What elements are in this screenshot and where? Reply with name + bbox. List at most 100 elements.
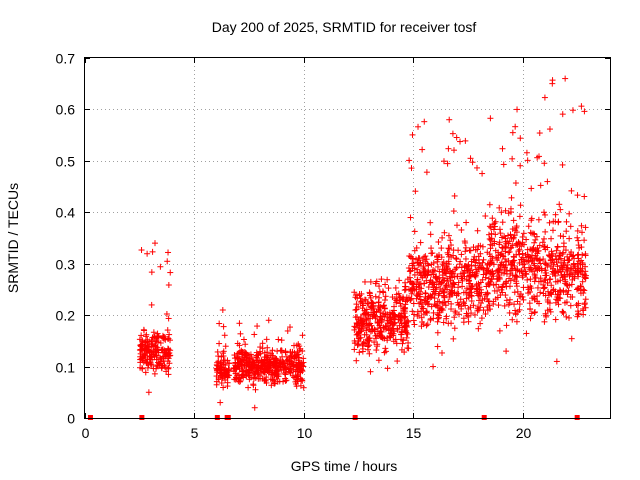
data-point [457, 138, 464, 145]
data-point [438, 279, 445, 286]
data-point [367, 292, 374, 299]
data-point [560, 233, 567, 240]
data-point [582, 252, 589, 259]
data-point [378, 328, 385, 335]
data-point [457, 296, 464, 303]
data-point [442, 283, 449, 290]
data-point [154, 344, 161, 351]
data-point [143, 359, 150, 366]
data-point [220, 367, 227, 374]
data-point [155, 359, 162, 366]
data-point [440, 288, 447, 295]
data-point [434, 329, 441, 336]
data-point [563, 228, 570, 235]
data-point [165, 315, 172, 322]
data-point [288, 352, 295, 359]
data-point [150, 365, 157, 372]
data-point [439, 234, 446, 241]
data-point [531, 239, 538, 246]
data-point [411, 271, 418, 278]
data-point [472, 273, 479, 280]
data-point [265, 361, 272, 368]
data-point [429, 291, 436, 298]
data-point [157, 263, 164, 270]
data-point [231, 367, 238, 374]
data-point [469, 159, 476, 166]
data-point [528, 185, 535, 192]
data-point [377, 313, 384, 320]
data-point [525, 223, 532, 230]
data-point [297, 375, 304, 382]
data-point [569, 107, 576, 114]
y-axis-title: SRMTID / TECUs [5, 183, 21, 293]
data-point [257, 344, 264, 351]
data-point [261, 356, 268, 363]
zero-point [139, 415, 145, 420]
data-point [252, 386, 259, 393]
data-point [496, 327, 503, 334]
data-point [367, 368, 374, 375]
data-point [293, 342, 300, 349]
data-point [420, 263, 427, 270]
data-point [407, 268, 414, 275]
data-point [362, 278, 369, 285]
data-point [408, 165, 415, 172]
data-point [445, 245, 452, 252]
data-point [393, 299, 400, 306]
data-point [268, 369, 275, 376]
data-point [388, 319, 395, 326]
data-point [363, 325, 370, 332]
data-point [398, 319, 405, 326]
data-point [512, 180, 519, 187]
data-point [397, 303, 404, 310]
data-point [423, 298, 430, 305]
data-point [581, 301, 588, 308]
data-point [167, 347, 174, 354]
data-point [475, 303, 482, 310]
zero-point [352, 415, 358, 420]
data-point [147, 348, 154, 355]
data-point [462, 255, 469, 262]
data-point [511, 301, 518, 308]
data-point [574, 286, 581, 293]
data-point [161, 362, 168, 369]
data-point [241, 362, 248, 369]
data-point [164, 335, 171, 342]
data-point [382, 293, 389, 300]
data-point [221, 357, 228, 364]
data-point [443, 270, 450, 277]
data-point [274, 348, 281, 355]
data-point [215, 353, 222, 360]
data-point [358, 298, 365, 305]
data-point [517, 202, 524, 209]
data-point [445, 320, 452, 327]
data-point [458, 226, 465, 233]
data-point [412, 256, 419, 263]
data-point [484, 267, 491, 274]
data-point [243, 354, 250, 361]
data-point [389, 309, 396, 316]
data-point [219, 307, 226, 313]
data-point [439, 261, 446, 268]
data-point [390, 315, 397, 322]
data-point [447, 290, 454, 297]
data-point [466, 291, 473, 298]
data-point [399, 340, 406, 347]
data-point [257, 359, 264, 366]
data-point [499, 219, 506, 226]
data-point [351, 346, 358, 353]
data-point [496, 226, 503, 233]
data-point [283, 366, 290, 373]
data-point [256, 373, 263, 380]
data-point [378, 276, 385, 283]
y-tick-label: 0.4 [56, 205, 76, 221]
data-point [409, 287, 416, 294]
data-point [454, 299, 461, 306]
data-point [371, 312, 378, 319]
data-point [382, 345, 389, 352]
data-point [398, 331, 405, 338]
data-point [435, 292, 442, 299]
data-point [574, 227, 581, 234]
y-tick-label: 0.1 [56, 360, 76, 376]
data-point [574, 192, 581, 199]
